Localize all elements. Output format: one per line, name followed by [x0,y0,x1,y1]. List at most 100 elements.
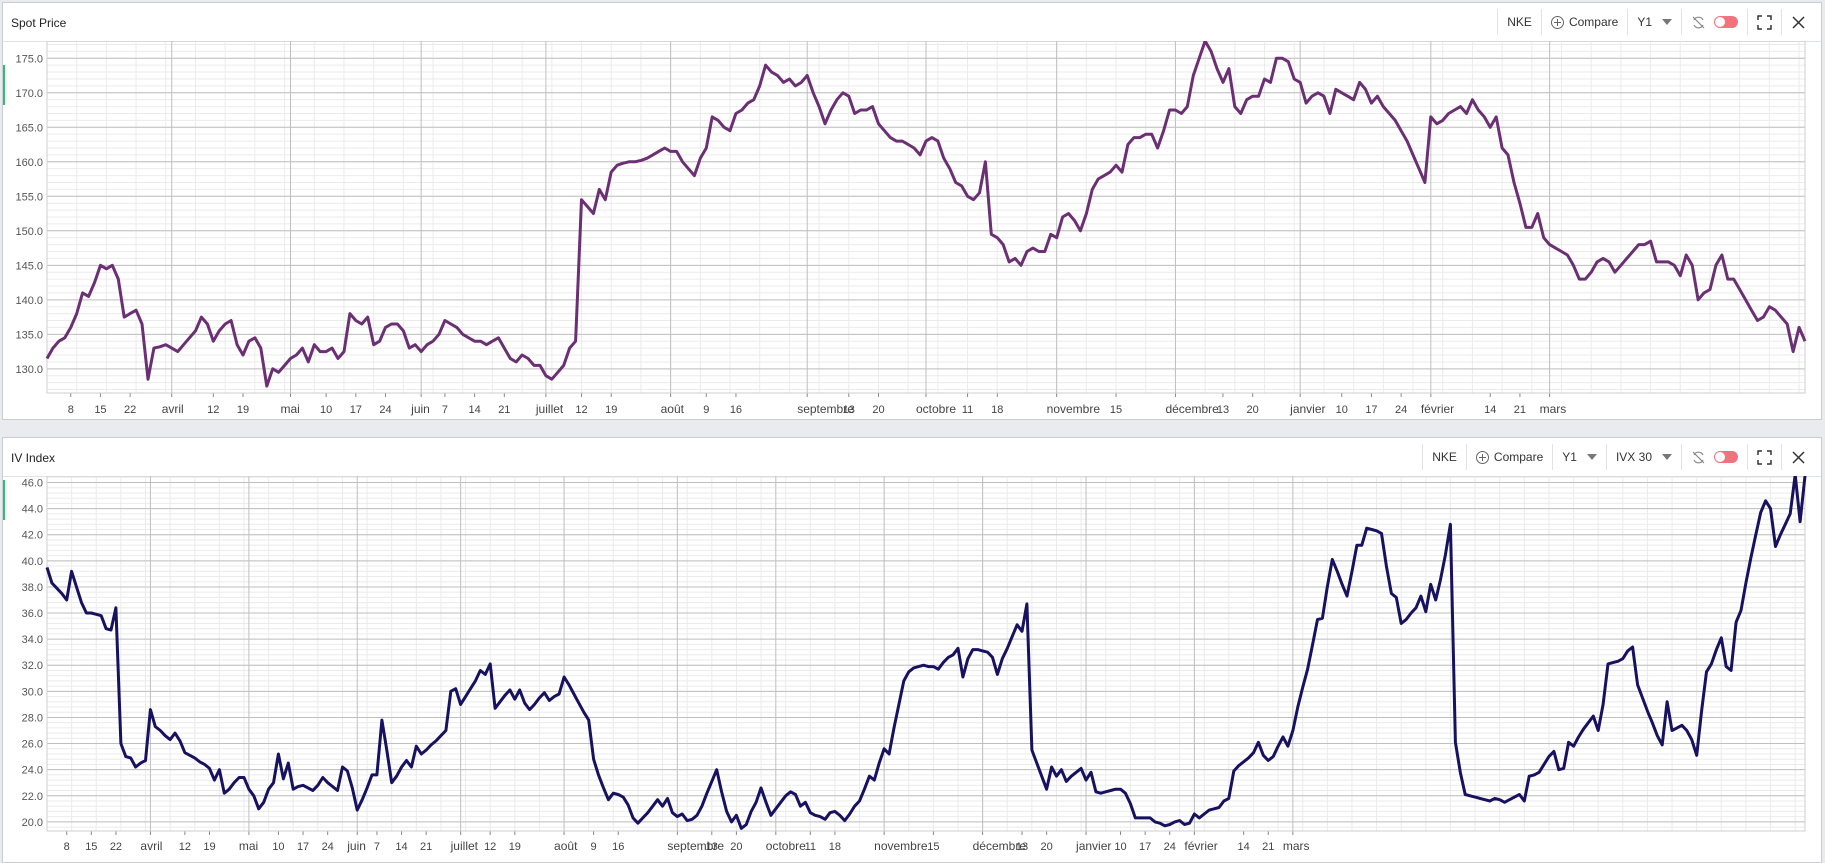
x-tick-label: 12 [484,841,496,853]
ticker-selector[interactable]: NKE [1422,444,1466,470]
x-tick-label: 16 [730,404,742,416]
sync-off-icon [1692,451,1705,463]
x-tick-label: 21 [1262,841,1274,853]
x-tick-label: 13 [706,841,718,853]
x-tick-label: 13 [843,404,855,416]
x-tick-label: 22 [124,404,136,416]
ticker-label: NKE [1432,450,1457,464]
x-tick-label: mars [1283,839,1310,853]
x-tick-label: 10 [272,841,284,853]
compare-button[interactable]: Compare [1540,9,1627,35]
iv-index-header: IV Index NKE Compare Y1 IVX 30 [3,438,1821,477]
x-tick-label: 9 [703,404,709,416]
y-tick-label: 22.0 [22,791,43,803]
plot-area-border [46,41,1806,394]
x-tick-label: 18 [991,404,1003,416]
x-tick-label: mai [239,839,258,853]
measure-dropdown[interactable]: IVX 30 [1605,444,1681,470]
y-tick-label: 28.0 [22,712,43,724]
y-tick-label: 160.0 [15,157,43,169]
y-tick-label: 46.0 [22,478,43,490]
x-tick-label: 21 [420,841,432,853]
spot-price-panel: Spot Price NKE Compare Y1 175 [2,2,1822,420]
x-tick-label: 17 [297,841,309,853]
sync-off-icon [1692,16,1705,28]
toggle-switch[interactable] [1714,451,1738,463]
panel-title: Spot Price [11,16,67,30]
fullscreen-button[interactable] [1747,444,1781,470]
x-tick-label: 19 [237,404,249,416]
iv-index-chart: 46.0 44.0 42.0 40.0 38.0 36.0 34.0 32.0 30.0 28.0… [22,476,1807,853]
y-tick-label: 175.0 [15,53,43,65]
close-icon [1792,450,1805,464]
x-tick-label: 13 [1217,404,1229,416]
x-tick-label: janvier [1075,839,1111,853]
series-line [45,41,1807,388]
x-tick-label: novembre [1047,402,1101,416]
x-tick-label: 7 [374,841,380,853]
expand-icon [1757,449,1772,465]
x-tick-label: décembre [1165,402,1219,416]
panel-accent-mark [3,65,5,105]
x-tick-label: 12 [575,404,587,416]
x-tick-label: 17 [1139,841,1151,853]
iv-index-panel: IV Index NKE Compare Y1 IVX 30 [2,437,1822,863]
add-circle-icon [1550,15,1564,29]
period-dropdown[interactable]: Y1 [1627,9,1681,35]
x-tick-label: 14 [395,841,407,853]
sync-toggle[interactable] [1681,444,1747,470]
x-tick-label: juin [346,839,366,853]
x-tick-label: août [554,839,578,853]
x-tick-label: 10 [1114,841,1126,853]
x-tick-label: 15 [1110,404,1122,416]
x-tick-label: 10 [1336,404,1348,416]
x-tick-label: 21 [498,404,510,416]
compare-button[interactable]: Compare [1465,444,1552,470]
y-tick-label: 130.0 [15,364,43,376]
close-button[interactable] [1781,9,1815,35]
x-tick-label: 19 [203,841,215,853]
x-tick-label: 14 [1484,404,1496,416]
chevron-down-icon [1662,454,1672,460]
measure-label: IVX 30 [1615,450,1652,464]
x-tick-label: 11 [805,841,816,853]
x-tick-label: 19 [605,404,617,416]
close-button[interactable] [1781,444,1815,470]
y-tick-label: 44.0 [22,504,43,516]
fullscreen-button[interactable] [1747,9,1781,35]
add-circle-icon [1475,450,1489,464]
x-tick-label: 8 [68,404,74,416]
x-tick-label: 17 [1365,404,1377,416]
sync-toggle[interactable] [1681,9,1747,35]
plot-area-border [46,476,1806,832]
spot-price-chart: 175.0 170.0 165.0 160.0 155.0 150.0 145.0 140.0… [15,41,1807,416]
y-tick-label: 150.0 [15,226,43,238]
x-tick-label: septembre [797,402,854,416]
x-tick-label: décembre [973,839,1027,853]
ticker-selector[interactable]: NKE [1497,9,1541,35]
x-tick-label: novembre [874,839,928,853]
x-tick-label: août [661,402,685,416]
x-tick-label: avril [162,402,184,416]
chevron-down-icon [1586,454,1597,460]
x-tick-label: 19 [509,841,521,853]
y-tick-label: 20.0 [22,817,43,829]
x-tick-label: 21 [1514,404,1526,416]
period-dropdown[interactable]: Y1 [1552,444,1606,470]
toggle-switch[interactable] [1714,16,1738,28]
x-tick-label: 17 [350,404,362,416]
y-tick-label: 38.0 [22,582,43,594]
x-tick-label: octobre [916,402,956,416]
x-tick-label: février [1184,839,1217,853]
y-tick-label: 40.0 [22,556,43,568]
spot-price-toolbar: NKE Compare Y1 [1497,9,1815,35]
y-tick-label: 42.0 [22,530,43,542]
panel-title: IV Index [11,451,56,465]
x-tick-label: 20 [730,841,742,853]
y-tick-label: 34.0 [22,634,43,646]
y-tick-label: 24.0 [22,765,43,777]
x-tick-label: 13 [1016,841,1028,853]
y-tick-label: 165.0 [15,122,43,134]
panel-accent-mark [3,480,5,520]
y-tick-label: 145.0 [15,260,43,272]
